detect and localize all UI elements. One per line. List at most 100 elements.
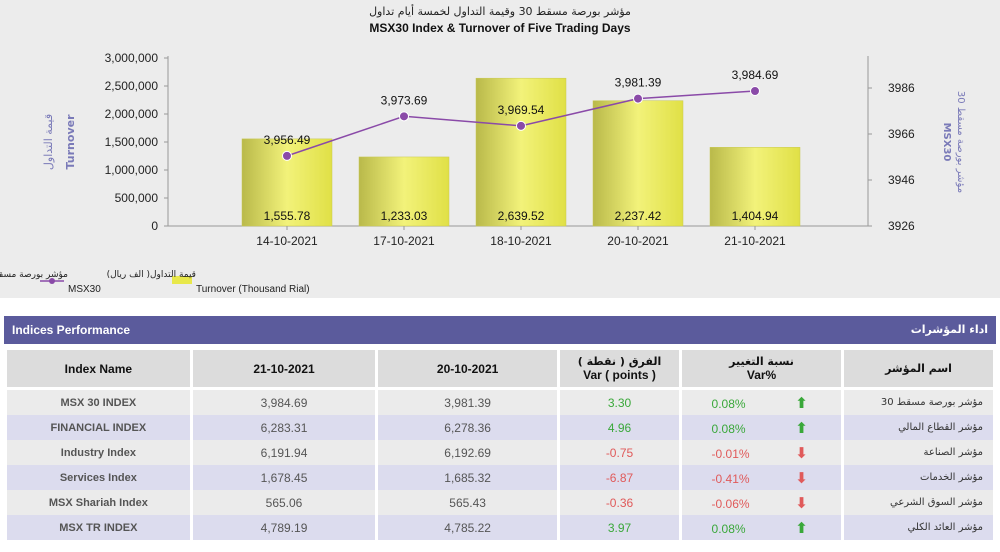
x-tick-label: 17-10-2021 <box>373 234 435 248</box>
table-row: MSX TR INDEX 4,789.19 4,785.22 3.97 0.08% ⬆ مؤ… <box>7 515 993 540</box>
y-right-axis-title: MSX30 <box>941 123 952 162</box>
index-name: MSX TR INDEX <box>7 515 190 540</box>
col-date1: 21-10-2021 <box>192 350 376 390</box>
var-percent: 0.08% ⬆ <box>682 415 842 440</box>
legend-msx30: MSX30 <box>68 284 101 295</box>
value-date2: 3,981.39 <box>378 390 557 415</box>
y-left-tick-label: 2,500,000 <box>105 79 159 93</box>
y-right-axis-title-ar: مؤشر بورصة مسقط 30 <box>955 91 966 193</box>
turnover-bar <box>592 100 684 227</box>
msx30-point <box>633 93 643 104</box>
arrow-up-icon: ⬆ <box>795 394 808 412</box>
msx30-point-label: 3,956.49 <box>264 133 311 147</box>
legend-turnover: Turnover (Thousand Rial) <box>196 284 310 295</box>
arrow-up-icon: ⬆ <box>795 419 808 437</box>
y-left-tick-label: 1,000,000 <box>105 163 159 177</box>
var-percent: -0.01% ⬇ <box>682 440 842 465</box>
value-date1: 6,283.31 <box>192 415 376 440</box>
chart-panel: مؤشر بورصة مسقط 30 وقيمة التداول لخمسة أ… <box>0 0 1000 298</box>
msx30-point <box>399 111 409 122</box>
value-date1: 1,678.45 <box>192 465 376 490</box>
x-tick-label: 21-10-2021 <box>724 234 786 248</box>
msx30-turnover-chart: مؤشر بورصة مسقط 30 وقيمة التداول لخمسة أ… <box>0 4 966 295</box>
legend-line-marker <box>49 278 55 284</box>
value-date2: 565.43 <box>378 490 557 515</box>
col-var-ar: الفرق ( نقطة ) <box>577 355 662 368</box>
table-row: MSX 30 INDEX 3,984.69 3,981.39 3.30 0.08% ⬆ مؤ… <box>7 390 993 415</box>
col-var-en: Var ( points ) <box>583 368 656 382</box>
msx30-point-label: 3,969.54 <box>498 103 545 117</box>
index-name-ar: مؤشر بورصة مسقط 30 <box>844 390 993 415</box>
var-points: -0.75 <box>559 440 680 465</box>
x-tick-label: 14-10-2021 <box>256 234 318 248</box>
y-left-tick-label: 3,000,000 <box>105 51 159 65</box>
arrow-down-icon: ⬇ <box>795 444 808 462</box>
legend-turnover-ar: قيمة التداول( الف ريال) <box>107 270 196 280</box>
y-left-tick-label: 0 <box>151 219 158 233</box>
index-name: Services Index <box>7 465 190 490</box>
y-left-axis-title-ar: قيمة التداول <box>42 114 55 170</box>
y-left-tick-label: 1,500,000 <box>105 135 159 149</box>
y-left-tick-label: 2,000,000 <box>105 107 159 121</box>
var-percent: 0.08% ⬆ <box>682 390 842 415</box>
msx30-point <box>516 120 526 131</box>
y-right-tick-label: 3926 <box>888 219 915 233</box>
chart-title: MSX30 Index & Turnover of Five Trading D… <box>369 21 631 35</box>
index-name: MSX Shariah Index <box>7 490 190 515</box>
turnover-bar-label: 1,233.03 <box>381 209 428 223</box>
var-points: 3.97 <box>559 515 680 540</box>
index-name: Industry Index <box>7 440 190 465</box>
var-points: -0.36 <box>559 490 680 515</box>
index-name-ar: مؤشر الخدمات <box>844 465 993 490</box>
value-date1: 3,984.69 <box>192 390 376 415</box>
table-row: MSX Shariah Index 565.06 565.43 -0.36 -0.06%… <box>7 490 993 515</box>
col-varpct: نسبة التغيير Var% <box>682 350 842 390</box>
table-header-row: Index Name 21-10-2021 20-10-2021 الفرق (… <box>7 350 993 390</box>
value-date1: 565.06 <box>192 490 376 515</box>
performance-title: Indices Performance <box>12 323 131 337</box>
turnover-bar <box>709 147 801 227</box>
y-right-tick-label: 3946 <box>888 173 915 187</box>
index-name-ar: مؤشر الصناعة <box>844 440 993 465</box>
var-points: 4.96 <box>559 415 680 440</box>
table-row: Industry Index 6,191.94 6,192.69 -0.75 -0.01… <box>7 440 993 465</box>
turnover-bar <box>475 77 567 227</box>
indices-performance-header: Indices Performance اداء المؤشرات <box>4 316 996 344</box>
turnover-bar-label: 2,237.42 <box>615 209 662 223</box>
msx30-point-label: 3,981.39 <box>615 76 662 90</box>
turnover-bar-label: 1,555.78 <box>264 209 311 223</box>
y-left-tick-label: 500,000 <box>115 191 159 205</box>
col-date2: 20-10-2021 <box>378 350 557 390</box>
index-name-ar: مؤشر السوق الشرعي <box>844 490 993 515</box>
var-percent: -0.41% ⬇ <box>682 465 842 490</box>
arrow-up-icon: ⬆ <box>795 519 808 537</box>
value-date2: 1,685.32 <box>378 465 557 490</box>
value-date1: 4,789.19 <box>192 515 376 540</box>
var-points: -6.87 <box>559 465 680 490</box>
col-varpct-ar: نسبة التغيير <box>729 355 794 368</box>
index-name-ar: مؤشر القطاع المالي <box>844 415 993 440</box>
legend-msx30-ar: مؤشر بورصة مسقط 30 <box>0 270 68 280</box>
col-varpct-en: Var% <box>746 368 777 382</box>
msx30-point-label: 3,984.69 <box>732 68 779 82</box>
y-left-axis-title: Turnover <box>64 114 77 170</box>
y-right-tick-label: 3986 <box>888 81 915 95</box>
value-date2: 4,785.22 <box>378 515 557 540</box>
var-percent: -0.06% ⬇ <box>682 490 842 515</box>
col-var: الفرق ( نقطة ) Var ( points ) <box>559 350 680 390</box>
indices-performance-table: Index Name 21-10-2021 20-10-2021 الفرق (… <box>4 350 996 540</box>
var-points: 3.30 <box>559 390 680 415</box>
turnover-bar-label: 1,404.94 <box>732 209 779 223</box>
var-percent: 0.08% ⬆ <box>682 515 842 540</box>
value-date2: 6,278.36 <box>378 415 557 440</box>
col-name-ar: اسم المؤشر <box>844 350 993 390</box>
performance-title-ar: اداء المؤشرات <box>910 323 988 336</box>
arrow-down-icon: ⬇ <box>795 494 808 512</box>
table-row: FINANCIAL INDEX 6,283.31 6,278.36 4.96 0.08%… <box>7 415 993 440</box>
msx30-point <box>750 86 760 97</box>
legend-bar-swatch <box>172 276 192 284</box>
index-name-ar: مؤشر العائد الكلي <box>844 515 993 540</box>
x-tick-label: 20-10-2021 <box>607 234 669 248</box>
msx30-point-label: 3,973.69 <box>381 93 428 107</box>
col-index-name: Index Name <box>7 350 190 390</box>
